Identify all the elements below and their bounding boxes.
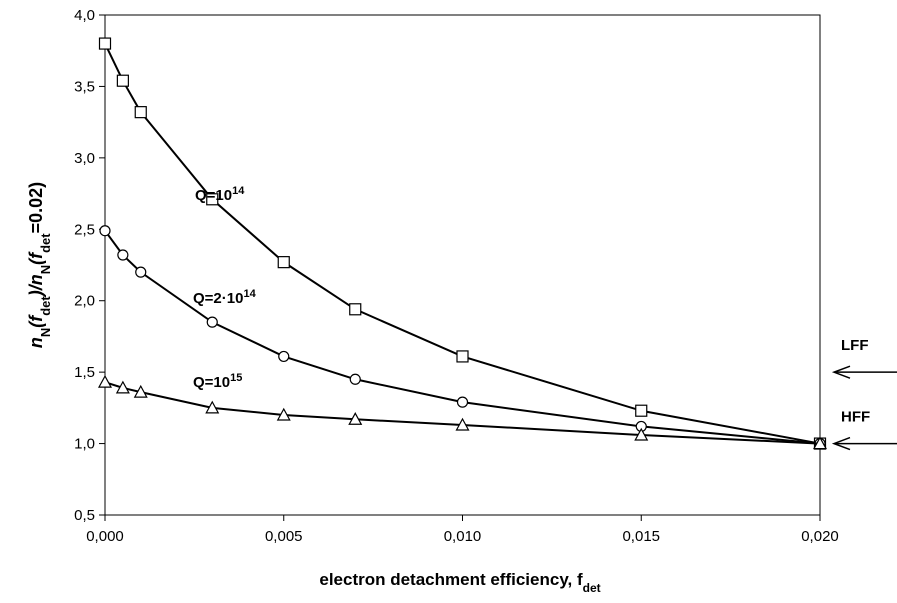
- series-label: Q=1014: [195, 185, 245, 204]
- marker-circle: [135, 266, 147, 278]
- y-tick-label: 4,0: [74, 7, 95, 24]
- y-label-part: det: [38, 296, 53, 316]
- annotation-arrowhead: [831, 365, 851, 379]
- x-tick-label: 0,010: [444, 528, 482, 545]
- marker-square: [635, 404, 648, 417]
- x-tick-label: 0,005: [265, 528, 303, 545]
- x-axis-label: electron detachment efficiency, fdet: [319, 570, 600, 595]
- marker-square: [98, 37, 112, 50]
- marker-square: [349, 303, 362, 316]
- annotation-label: LFF: [841, 337, 869, 354]
- y-label-part: (f: [26, 314, 46, 328]
- y-tick-label: 1,0: [74, 436, 95, 453]
- series-label-sup: 14: [243, 288, 256, 300]
- series-label-text: Q=10: [193, 374, 230, 391]
- y-label-part: det: [38, 233, 53, 253]
- annotation-label: HFF: [841, 409, 870, 426]
- series-label-sup: 14: [232, 185, 245, 197]
- marker-circle: [278, 350, 290, 363]
- y-label-part: N: [38, 328, 53, 337]
- marker-square: [456, 350, 469, 363]
- y-label-part: N: [38, 265, 53, 274]
- y-tick-label: 3,0: [74, 150, 95, 167]
- series-label: Q=1015: [193, 372, 242, 391]
- marker-circle: [117, 249, 129, 261]
- x-label-part: det: [583, 581, 601, 595]
- series-label: Q=2·1014: [193, 288, 257, 307]
- plot-frame: [104, 14, 821, 516]
- marker-triangle: [634, 427, 649, 441]
- y-label-part: =0.02): [26, 182, 46, 234]
- marker-square: [116, 74, 129, 87]
- marker-circle: [206, 316, 218, 328]
- marker-square: [277, 256, 290, 269]
- marker-triangle: [115, 380, 130, 394]
- series-label-text: Q=10: [195, 187, 232, 204]
- marker-square: [134, 106, 147, 119]
- y-label-part: )/n: [26, 274, 46, 298]
- marker-triangle: [455, 417, 470, 431]
- marker-triangle: [133, 384, 148, 398]
- x-tick-label: 0,020: [801, 528, 839, 545]
- y-tick-label: 2,0: [74, 293, 95, 310]
- marker-circle: [349, 373, 361, 385]
- y-axis-label: nN(fdet)/nN(fdet=0.02): [26, 182, 53, 348]
- y-tick-label: 0,5: [74, 507, 95, 524]
- series-label-sup: 15: [230, 372, 242, 384]
- marker-triangle: [348, 412, 363, 425]
- x-tick-label: 0,015: [622, 528, 660, 545]
- marker-circle: [456, 396, 469, 408]
- marker-triangle: [812, 436, 828, 450]
- marker-triangle: [205, 400, 220, 414]
- marker-square: [206, 193, 219, 206]
- y-tick-label: 2,5: [74, 221, 95, 238]
- marker-circle: [99, 225, 111, 237]
- x-tick-label: 0,000: [86, 528, 124, 545]
- x-label-part: electron detachment efficiency, f: [319, 570, 583, 589]
- series-label-text: Q=2·10: [193, 290, 243, 307]
- marker-triangle: [97, 374, 113, 388]
- marker-triangle: [276, 407, 291, 421]
- y-tick-label: 3,5: [74, 78, 95, 95]
- y-label-part: n: [26, 337, 46, 348]
- y-tick-label: 1,5: [74, 364, 95, 381]
- y-label-part: (f: [26, 251, 46, 265]
- annotation-arrowhead: [831, 436, 851, 451]
